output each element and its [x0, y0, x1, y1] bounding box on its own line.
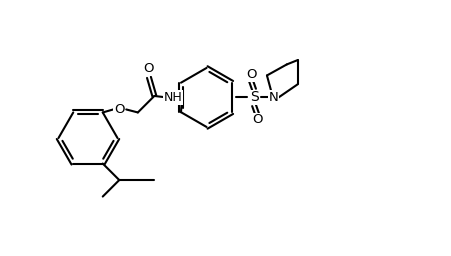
Text: N: N: [268, 91, 278, 104]
Text: O: O: [114, 103, 124, 116]
Text: NH: NH: [163, 91, 182, 104]
Text: O: O: [251, 113, 262, 126]
Text: S: S: [249, 90, 258, 104]
Text: O: O: [143, 62, 154, 75]
Text: O: O: [245, 68, 256, 81]
